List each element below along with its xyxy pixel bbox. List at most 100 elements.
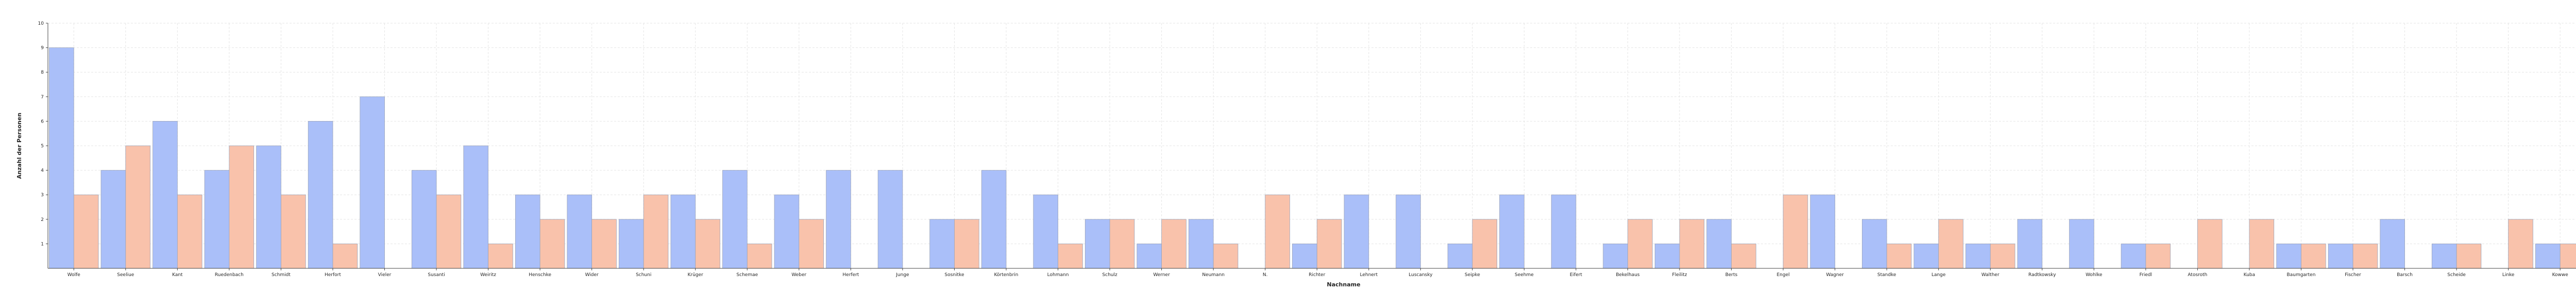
bar-schuni-series-2 — [643, 194, 669, 269]
y-tick-label: 6 — [41, 119, 44, 124]
bar-radtkowsky-series-1 — [2017, 219, 2043, 269]
y-tick-label: 9 — [41, 46, 44, 51]
x-tick-label: N. — [1263, 272, 1268, 278]
x-tick-label: Vieler — [378, 272, 392, 278]
y-tick-label: 8 — [41, 70, 44, 75]
x-tick-label: Schulz — [1102, 272, 1117, 278]
bar-werner-series-2 — [1161, 219, 1187, 269]
bar-schmidt-series-2 — [281, 194, 306, 269]
bar-kr-ger-series-1 — [670, 194, 696, 269]
x-tick-label: Körtenbrin — [994, 272, 1018, 278]
x-ticks: Wolfe Seeliue Kant Ruedenbach Schmidt Herfort… — [67, 268, 2568, 278]
bar-barsch-series-1 — [2380, 219, 2405, 269]
bar-baumgarten-series-2 — [2301, 243, 2326, 269]
bar-weber-series-2 — [799, 219, 824, 269]
x-tick-label: Susanti — [428, 272, 445, 278]
bars — [49, 47, 2576, 269]
bar-bekelhaus-series-2 — [1628, 219, 1653, 269]
bar-eifert-series-1 — [1551, 194, 1577, 269]
x-axis-label: Nachname — [1327, 281, 1360, 288]
bar-junge-series-1 — [877, 170, 903, 269]
bar-fischer-series-2 — [2352, 243, 2378, 269]
bar-friedl-series-2 — [2145, 243, 2171, 269]
bar-schemae-series-2 — [747, 243, 772, 269]
x-tick-label: Kuba — [2244, 272, 2255, 278]
bar-neumann-series-1 — [1188, 219, 1214, 269]
bar-berts-series-1 — [1706, 219, 1732, 269]
bar-ruedenbach-series-2 — [229, 145, 255, 269]
y-tick-label: 4 — [41, 168, 44, 174]
x-tick-label: Schuni — [636, 272, 651, 278]
bar-schulz-series-1 — [1084, 219, 1110, 269]
bar-friedl-series-1 — [2121, 243, 2146, 269]
x-tick-label: Eifert — [1570, 272, 1583, 278]
bar-fischer-series-1 — [2328, 243, 2353, 269]
bar-scheide-series-2 — [2456, 243, 2482, 269]
bar-richter-series-1 — [1292, 243, 1317, 269]
x-tick-label: Wagner — [1826, 272, 1844, 278]
bar-herfert-series-1 — [826, 170, 851, 269]
x-tick-label: Werner — [1153, 272, 1170, 278]
bar-linke-series-2 — [2508, 219, 2533, 269]
y-tick-label: 2 — [41, 217, 44, 223]
bar-ruedenbach-series-1 — [204, 170, 230, 269]
y-tick-label: 1 — [41, 242, 44, 247]
x-tick-label: Sosnitke — [944, 272, 964, 278]
bar-wohlke-series-1 — [2069, 219, 2094, 269]
x-tick-label: Kant — [172, 272, 183, 278]
bar-susanti-series-1 — [411, 170, 437, 269]
x-tick-label: Seeliue — [117, 272, 134, 278]
bar-weiritz-series-1 — [463, 145, 488, 269]
bar-seeliue-series-1 — [100, 170, 126, 269]
bar-k-rtenbrin-series-1 — [981, 170, 1007, 269]
x-tick-label: Atosroth — [2188, 272, 2207, 278]
x-tick-label: Scheide — [2447, 272, 2466, 278]
bar-lehnert-series-1 — [1344, 194, 1369, 269]
y-tick-label: 3 — [41, 193, 44, 198]
x-tick-label: Richter — [1309, 272, 1325, 278]
x-tick-label: Henschke — [529, 272, 551, 278]
bar-wider-series-2 — [591, 219, 617, 269]
x-tick-label: Schemae — [736, 272, 758, 278]
x-tick-label: Junge — [895, 272, 909, 278]
bar-vieler-series-1 — [360, 96, 385, 269]
x-tick-label: Bekelhaus — [1616, 272, 1640, 278]
bar-sosnitke-series-2 — [954, 219, 979, 269]
bar-atosroth-series-2 — [2197, 219, 2223, 269]
bar-wagner-series-1 — [1810, 194, 1836, 269]
x-tick-label: Wider — [585, 272, 599, 278]
bar-neumann-series-2 — [1213, 243, 1239, 269]
x-tick-label: Ruedenbach — [215, 272, 244, 278]
bar-schulz-series-2 — [1109, 219, 1135, 269]
x-tick-label: Walther — [1981, 272, 1999, 278]
bar-herfort-series-2 — [332, 243, 358, 269]
bar-sosnitke-series-1 — [929, 219, 955, 269]
bar-standke-series-2 — [1886, 243, 1912, 269]
x-tick-label: Fischer — [2345, 272, 2361, 278]
bar-lange-series-1 — [1913, 243, 1939, 269]
bar-schmidt-series-1 — [256, 145, 281, 269]
x-tick-label: Krüger — [688, 272, 704, 278]
bar-seipke-series-2 — [1472, 219, 1498, 269]
x-tick-label: Neumann — [1202, 272, 1225, 278]
bar-lange-series-2 — [1938, 219, 1963, 269]
bar-kowwe-series-2 — [2560, 243, 2576, 269]
bar-n--series-2 — [1265, 194, 1290, 269]
bar-wider-series-1 — [567, 194, 592, 269]
bar-kr-ger-series-2 — [695, 219, 720, 269]
y-axis-label: Anzahl der Personen — [16, 113, 23, 179]
bar-wolfe-series-2 — [73, 194, 99, 269]
bar-susanti-series-2 — [436, 194, 462, 269]
bar-lohmann-series-1 — [1033, 194, 1058, 269]
bar-henschke-series-2 — [539, 219, 565, 269]
bar-luscansky-series-1 — [1396, 194, 1421, 269]
bar-seeliue-series-2 — [125, 145, 150, 269]
bar-kant-series-1 — [152, 121, 178, 269]
x-tick-label: Herfort — [325, 272, 341, 278]
bar-herfort-series-1 — [308, 121, 333, 269]
x-tick-label: Wohlke — [2086, 272, 2103, 278]
bar-wolfe-series-1 — [49, 47, 74, 269]
bar-walther-series-1 — [1965, 243, 1991, 269]
